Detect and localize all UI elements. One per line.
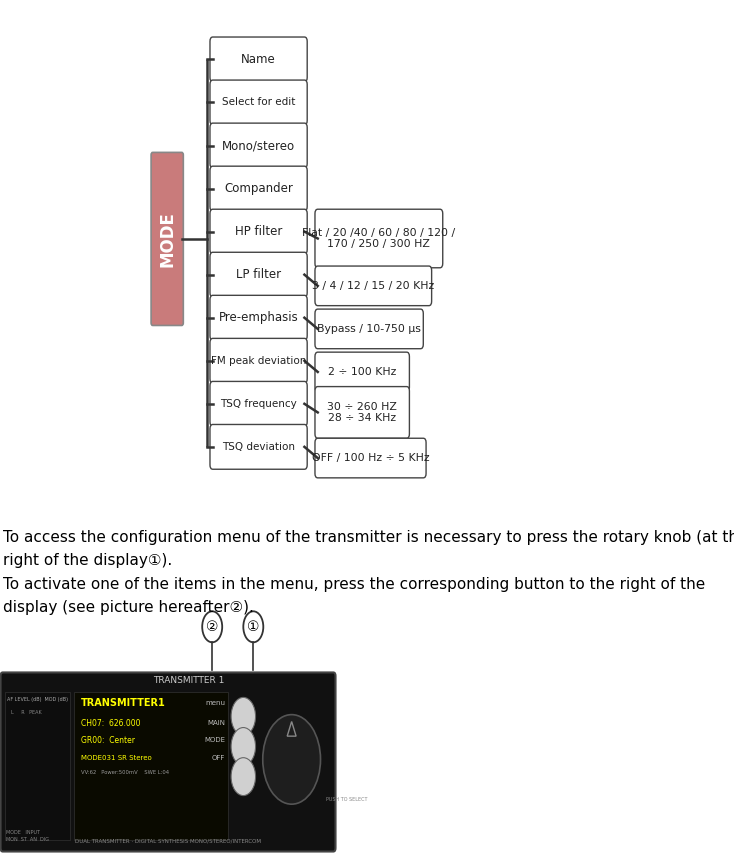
- Text: ①: ①: [247, 620, 260, 634]
- FancyBboxPatch shape: [315, 309, 424, 349]
- FancyBboxPatch shape: [151, 152, 184, 325]
- Text: AF LEVEL (dB)  MOD (dB): AF LEVEL (dB) MOD (dB): [7, 697, 68, 703]
- Text: TRANSMITTER 1: TRANSMITTER 1: [153, 676, 225, 684]
- Text: right of the display①).: right of the display①).: [3, 553, 172, 567]
- Text: Flat / 20 /40 / 60 / 80 / 120 /
170 / 250 / 300 HZ: Flat / 20 /40 / 60 / 80 / 120 / 170 / 25…: [302, 227, 455, 250]
- FancyBboxPatch shape: [210, 295, 308, 340]
- Text: L     R   PEAK: L R PEAK: [11, 709, 42, 715]
- Circle shape: [263, 715, 321, 804]
- Text: GR00:  Center: GR00: Center: [81, 736, 134, 745]
- Text: OFF: OFF: [211, 755, 225, 760]
- Text: ②: ②: [206, 620, 219, 634]
- Text: PUSH TO SELECT: PUSH TO SELECT: [326, 797, 368, 802]
- Text: 2 ÷ 100 KHz: 2 ÷ 100 KHz: [328, 367, 396, 377]
- FancyBboxPatch shape: [210, 252, 308, 297]
- Text: MON  ST  AN  DIG: MON ST AN DIG: [6, 837, 48, 842]
- Text: To activate one of the items in the menu, press the corresponding button to the : To activate one of the items in the menu…: [3, 577, 705, 592]
- FancyBboxPatch shape: [315, 266, 432, 306]
- FancyBboxPatch shape: [210, 80, 308, 125]
- Text: DUAL TRANSMITTER · DIGITAL SYNTHESIS MONO/STEREO/INTERCOM: DUAL TRANSMITTER · DIGITAL SYNTHESIS MON…: [75, 839, 261, 844]
- FancyBboxPatch shape: [210, 166, 308, 211]
- FancyBboxPatch shape: [210, 123, 308, 168]
- Circle shape: [231, 728, 255, 765]
- FancyBboxPatch shape: [315, 352, 410, 392]
- Text: 3 / 4 / 12 / 15 / 20 KHz: 3 / 4 / 12 / 15 / 20 KHz: [312, 281, 435, 291]
- FancyBboxPatch shape: [210, 37, 308, 82]
- Text: CH07:  626.000: CH07: 626.000: [81, 719, 140, 728]
- FancyBboxPatch shape: [315, 387, 410, 438]
- Text: Name: Name: [241, 53, 276, 66]
- FancyBboxPatch shape: [210, 338, 308, 383]
- Text: Pre-emphasis: Pre-emphasis: [219, 311, 299, 325]
- Text: LP filter: LP filter: [236, 268, 281, 282]
- FancyBboxPatch shape: [1, 672, 335, 852]
- Text: Compander: Compander: [224, 182, 293, 195]
- FancyBboxPatch shape: [315, 209, 443, 268]
- Text: OFF / 100 Hz ÷ 5 KHz: OFF / 100 Hz ÷ 5 KHz: [312, 453, 429, 463]
- Text: 30 ÷ 260 HZ
28 ÷ 34 KHz: 30 ÷ 260 HZ 28 ÷ 34 KHz: [327, 401, 397, 424]
- Text: Mono/stereo: Mono/stereo: [222, 139, 295, 152]
- Text: display (see picture hereafter②).: display (see picture hereafter②).: [3, 600, 254, 615]
- Text: TRANSMITTER1: TRANSMITTER1: [81, 698, 165, 709]
- Text: VV:62   Power:500mV    SWE L:04: VV:62 Power:500mV SWE L:04: [81, 770, 169, 775]
- FancyBboxPatch shape: [315, 438, 426, 478]
- Text: FM peak deviation: FM peak deviation: [211, 356, 306, 366]
- FancyBboxPatch shape: [210, 209, 308, 254]
- Text: MODE031 SR Stereo: MODE031 SR Stereo: [81, 755, 151, 760]
- Text: MAIN: MAIN: [207, 721, 225, 726]
- FancyBboxPatch shape: [74, 692, 228, 840]
- Circle shape: [231, 758, 255, 796]
- Text: MODE: MODE: [159, 211, 176, 267]
- FancyBboxPatch shape: [210, 424, 308, 469]
- Text: Bypass / 10-750 µs: Bypass / 10-750 µs: [317, 324, 421, 334]
- Circle shape: [231, 697, 255, 735]
- FancyBboxPatch shape: [5, 692, 70, 840]
- Text: Select for edit: Select for edit: [222, 97, 295, 108]
- Text: TSQ deviation: TSQ deviation: [222, 442, 295, 452]
- FancyBboxPatch shape: [210, 381, 308, 426]
- Text: TSQ frequency: TSQ frequency: [220, 399, 297, 409]
- Text: MODE   INPUT: MODE INPUT: [6, 830, 40, 835]
- Text: To access the configuration menu of the transmitter is necessary to press the ro: To access the configuration menu of the …: [3, 530, 734, 544]
- Text: menu: menu: [205, 701, 225, 706]
- Text: HP filter: HP filter: [235, 225, 283, 238]
- Text: MODE: MODE: [204, 738, 225, 743]
